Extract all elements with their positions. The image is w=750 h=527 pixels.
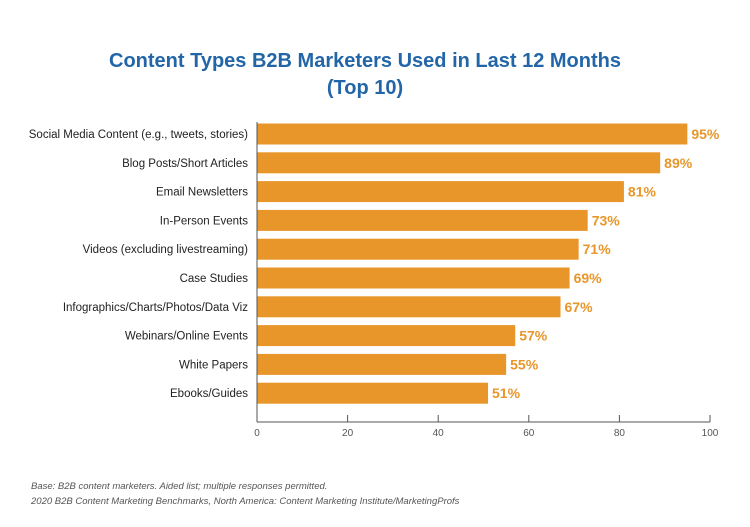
data-label: 71% [583,241,612,257]
bar [257,353,507,375]
data-label: 51% [492,385,521,401]
bar [257,123,688,145]
x-tick-label: 100 [702,428,719,439]
source-note: 2020 B2B Content Marketing Benchmarks, N… [31,496,460,507]
data-label: 69% [574,270,603,286]
x-tick-label: 0 [254,428,260,439]
bar [257,382,489,404]
bar [257,181,624,203]
data-label: 73% [592,212,621,228]
bar [257,238,579,260]
x-tick-label: 80 [614,428,626,439]
bar [257,209,588,231]
category-label: Case Studies [180,273,249,285]
data-label: 89% [664,155,693,171]
x-tick-label: 20 [342,428,354,439]
category-label: Social Media Content (e.g., tweets, stor… [29,129,248,141]
category-label: Infographics/Charts/Photos/Data Viz [63,302,248,314]
chart-subtitle: (Top 10) [326,77,404,99]
bar [257,267,570,289]
category-label: Ebooks/Guides [170,388,248,400]
data-label: 57% [519,328,548,344]
x-tick-label: 60 [523,428,535,439]
x-tick-label: 40 [433,428,445,439]
bar [257,325,516,347]
bar [257,296,561,318]
category-label: Videos (excluding livestreaming) [83,244,249,256]
bar [257,152,661,174]
data-label: 67% [565,299,594,315]
data-label: 81% [628,184,657,200]
category-label: In-Person Events [160,215,248,227]
chart-title: Content Types B2B Marketers Used in Last… [109,50,621,72]
data-label: 95% [691,126,720,142]
base-note: Base: B2B content marketers. Aided list;… [31,481,328,492]
data-label: 55% [510,356,539,372]
category-label: Webinars/Online Events [125,331,248,343]
category-label: White Papers [179,359,248,371]
category-label: Blog Posts/Short Articles [122,158,248,170]
category-label: Email Newsletters [156,187,248,199]
